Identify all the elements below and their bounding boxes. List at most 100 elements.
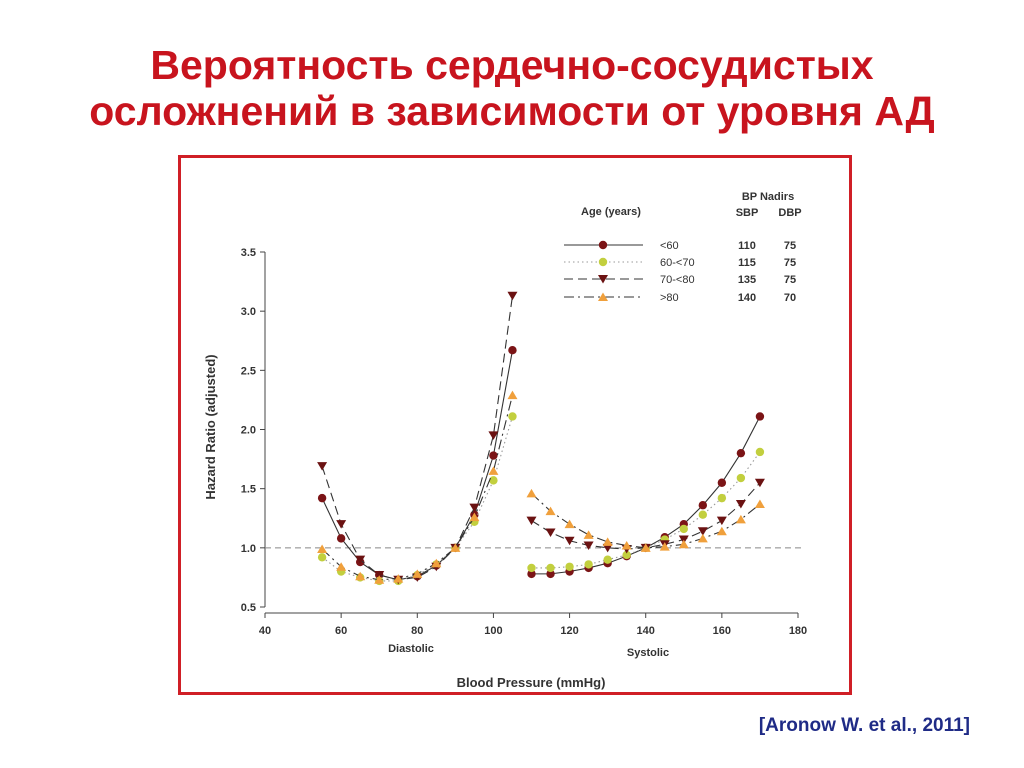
x-tick-label: 80 [411,625,423,637]
panel-label-diastolic: Diastolic [388,643,434,655]
data-point [526,488,537,498]
data-point [697,533,708,543]
data-point [754,499,765,509]
legend-marker-0 [598,240,608,250]
data-point [355,571,366,581]
y-axis-label: Hazard Ratio (adjusted) [203,354,218,499]
data-point [736,448,746,458]
data-point [412,569,423,578]
y-tick-label: 3.5 [241,247,256,259]
data-point [640,543,651,552]
hazard-ratio-chart: 40 60 80 100 120 140 160 180 0.5 1.0 1.5 2.0 2.5 3.0 3… [203,191,807,690]
data-point [507,291,518,301]
data-point [602,543,613,553]
legend-age-header: Age (years) [581,206,641,218]
legend-nadirs-header: BP Nadirs [742,191,794,203]
chart-axes: 40 60 80 100 120 140 160 180 0.5 1.0 1.5 2.0 2.5 3.0 3… [241,247,807,637]
data-point [336,534,346,543]
data-point [336,520,347,529]
data-point [755,447,765,457]
legend-nadir-sbp-0: 110 [738,240,756,252]
legend-label-1: 60-<70 [660,257,695,269]
data-point [317,462,328,471]
y-tick-label: 2.0 [241,425,256,437]
data-point [679,524,688,534]
series-0-diastolic-line [321,350,514,581]
data-point [716,526,727,536]
x-tick-label: 100 [484,625,502,637]
data-point [546,569,555,579]
data-point [678,539,689,549]
x-tick-label: 60 [335,625,347,637]
data-point [622,550,631,560]
legend-marker-3 [598,292,608,301]
legend-dbp-header: DBP [778,207,801,219]
x-tick-label: 120 [560,625,578,637]
data-point [583,530,594,539]
data-point [336,562,347,571]
data-point [527,563,536,573]
x-tick-label: 40 [259,625,271,637]
data-point [469,512,480,522]
data-point [659,542,670,551]
data-point [565,562,574,571]
legend-marker-2 [598,275,608,284]
data-point [698,510,708,519]
legend-marker-1 [598,257,608,267]
legend-nadir-sbp-2: 135 [738,274,756,286]
data-point [488,466,499,475]
legend-label-3: >80 [660,292,679,304]
x-tick-label: 180 [789,625,807,637]
data-point [545,506,556,516]
data-point [431,558,442,568]
series-3 [317,390,765,584]
data-point [508,412,517,421]
panel-label-systolic: Systolic [627,647,669,659]
data-point [621,540,632,550]
data-point [317,493,327,503]
series-1 [317,412,765,586]
series-2-systolic-line [531,482,761,550]
legend-nadir-dbp-2: 75 [784,274,796,286]
chart-frame: 40 60 80 100 120 140 160 180 0.5 1.0 1.5 2.0 2.5 3.0 3… [178,155,852,695]
legend-label-2: 70-<80 [660,274,695,286]
data-point [602,537,613,546]
data-point [545,528,556,537]
data-point [507,390,518,400]
data-point [603,555,612,564]
data-point [508,346,517,355]
x-axis-label: Blood Pressure (mmHg) [457,675,606,690]
data-point [469,503,480,513]
data-point [393,574,404,583]
series-3-diastolic-line [321,395,513,581]
data-point [584,560,593,569]
y-tick-label: 0.5 [241,602,256,614]
legend-sbp-header: SBP [736,207,759,219]
citation: [Aronow W. et al., 2011] [758,715,970,736]
x-tick-label: 140 [637,625,655,637]
title-line-2: осложнений в зависимости от уровня АД [89,88,935,134]
data-point [450,543,461,552]
data-point [374,575,385,584]
slide-title: Вероятность сердечно-сосудистых осложнен… [0,42,1024,134]
data-point [489,476,498,485]
series-1-diastolic-line [321,416,513,582]
data-point [317,553,327,562]
series-3-systolic-line [531,492,761,549]
data-point [735,514,746,524]
data-point [697,527,708,536]
y-tick-label: 1.0 [241,543,256,555]
data-point [527,569,536,579]
data-point [755,412,765,421]
series-group [317,291,765,586]
data-point [317,544,328,554]
data-point [717,493,727,503]
x-tick-label: 160 [713,625,731,637]
data-point [489,451,498,460]
y-tick-label: 2.5 [241,365,256,377]
y-tick-label: 3.0 [241,306,256,318]
legend-nadir-dbp-1: 75 [784,257,796,269]
data-point [736,473,746,483]
data-point [716,516,727,526]
legend-nadir-dbp-0: 75 [784,240,796,252]
